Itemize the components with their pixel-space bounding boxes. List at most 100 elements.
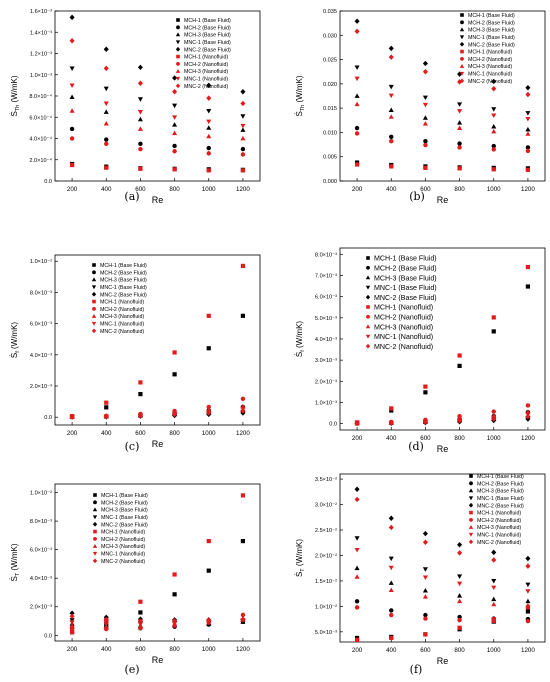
legend-entry-label: MCH-1 (Base Fluid) — [477, 474, 524, 480]
data-point — [525, 284, 531, 289]
data-point — [354, 574, 360, 579]
data-point — [389, 635, 394, 641]
data-point — [206, 346, 211, 351]
data-point — [138, 599, 143, 604]
data-point — [457, 614, 462, 620]
y-tick-label: 5.0×10⁻³ — [315, 316, 337, 322]
data-point — [525, 582, 531, 588]
data-point — [103, 622, 109, 627]
legend-marker — [92, 551, 98, 556]
data-point — [240, 89, 246, 95]
legend-entry-label: MCH-3 (Base Fluid) — [101, 508, 148, 514]
data-point — [104, 137, 109, 142]
data-point — [354, 605, 360, 610]
data-point — [491, 107, 497, 112]
legend-entry-label: MCH-3 (Nanofluid) — [468, 64, 512, 70]
data-point — [422, 587, 428, 593]
data-point — [354, 420, 360, 427]
data-point — [491, 315, 496, 320]
data-point — [206, 404, 211, 410]
legend-entry-label: MNC-2 (Nanofluid) — [477, 540, 521, 546]
y-tick-label: 6.0×10⁻³ — [315, 295, 337, 301]
legend-marker — [175, 83, 181, 89]
data-point — [138, 610, 143, 615]
data-point — [137, 80, 143, 86]
y-axis-label: ṠT (W/mK) — [295, 539, 306, 577]
legend-entry-label: MNC-1 (Base Fluid) — [477, 496, 524, 502]
legend-entry-label: MNC-1 (Nanofluid) — [184, 77, 228, 83]
data-point — [491, 167, 496, 172]
data-point — [388, 107, 394, 112]
y-tick-label: 6.0×10⁻³ — [30, 322, 52, 328]
legend-marker — [92, 270, 96, 275]
y-tick-label: 1.0×10⁻³ — [315, 400, 337, 406]
data-point — [138, 166, 143, 171]
data-point — [491, 618, 496, 624]
legend-entry-label: MCH-2 (Base Fluid) — [184, 25, 231, 31]
data-point — [137, 622, 143, 627]
legend-marker — [366, 256, 370, 260]
y-tick-label: 4.0×10⁻³ — [315, 337, 337, 343]
legend-entry-label: MNC-2 (Nanofluid) — [184, 84, 228, 90]
y-tick-label: 0.020 — [323, 82, 337, 88]
y-axis-label: ṠT (W/mK) — [10, 543, 21, 581]
legend-entry-label: MNC-2 (Nanofluid) — [101, 559, 145, 565]
legend-marker — [175, 40, 181, 45]
legend-entry-label: MCH-3 (Nanofluid) — [184, 69, 228, 75]
data-point — [240, 616, 246, 622]
data-point — [69, 613, 75, 620]
data-point — [172, 75, 178, 81]
panel-caption: (e) — [124, 663, 139, 676]
data-point — [103, 413, 109, 420]
y-tick-label: 0.030 — [323, 33, 337, 39]
data-point — [388, 114, 394, 119]
x-tick-label: 400 — [101, 430, 112, 437]
legend-marker — [365, 334, 371, 339]
legend-marker — [93, 536, 97, 541]
x-tick-label: 400 — [101, 186, 112, 193]
y-tick-label: 0.000 — [323, 179, 337, 185]
legend-entry-label: MNC-2 (Base Fluid) — [101, 522, 148, 528]
data-point — [457, 363, 462, 368]
x-axis-label: Re — [437, 656, 449, 666]
y-tick-label: 1.6×10⁻³ — [30, 9, 52, 15]
data-point — [354, 131, 360, 136]
data-point — [69, 627, 75, 632]
data-point — [525, 403, 531, 408]
x-tick-label: 800 — [169, 186, 180, 193]
data-point — [389, 134, 394, 140]
y-tick-label: 1.2×10⁻³ — [30, 52, 52, 58]
legend-marker — [469, 481, 473, 486]
data-point — [388, 420, 394, 426]
data-point — [422, 95, 428, 101]
legend-entry-label: MNC-2 (Nanofluid) — [374, 343, 433, 351]
data-point — [69, 83, 75, 88]
legend-marker — [459, 78, 465, 84]
data-point — [525, 111, 531, 116]
legend-marker — [93, 493, 97, 497]
x-tick-label: 1000 — [487, 647, 501, 654]
data-point — [104, 165, 109, 170]
data-point — [525, 167, 531, 172]
data-point — [457, 120, 463, 125]
legend-entry-label: MNC-2 (Base Fluid) — [374, 294, 437, 302]
x-tick-label: 1200 — [236, 186, 250, 193]
legend-entry-label: MNC-1 (Nanofluid) — [100, 322, 144, 328]
data-point — [103, 46, 109, 52]
legend-entry-label: MCH-1 (Base Fluid) — [184, 18, 231, 24]
x-tick-label: 200 — [67, 186, 78, 193]
data-point — [389, 138, 394, 144]
x-tick-label: 1000 — [202, 430, 216, 437]
data-point — [491, 557, 497, 563]
data-point — [104, 400, 109, 405]
data-point — [525, 116, 531, 122]
data-point — [423, 632, 428, 637]
legend-entry-label: MNC-1 (Base Fluid) — [101, 515, 148, 521]
legend-entry-label: MNC-2 (Nanofluid) — [100, 329, 144, 335]
legend-entry-label: MNC-1 (Base Fluid) — [100, 285, 147, 291]
data-point — [240, 263, 246, 269]
data-point — [423, 138, 428, 144]
data-point — [525, 555, 531, 562]
y-tick-label: 8.0×10⁻³ — [30, 519, 52, 525]
